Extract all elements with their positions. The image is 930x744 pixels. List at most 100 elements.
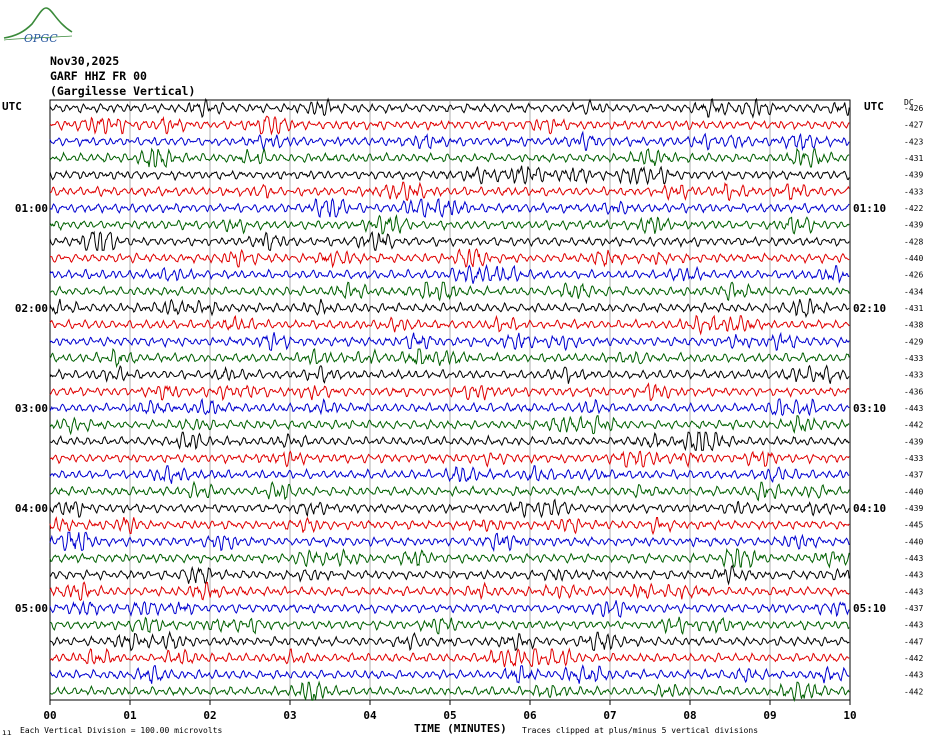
dc-offset-label: -437 — [904, 471, 923, 480]
dc-offset-label: -443 — [904, 554, 923, 563]
dc-offset-label: -447 — [904, 637, 923, 646]
seismic-trace — [49, 263, 850, 284]
seismic-trace — [49, 647, 850, 668]
hour-label-right: 02:10 — [853, 302, 886, 315]
dc-offset-label: -437 — [904, 604, 923, 613]
x-tick-label: 02 — [203, 709, 216, 722]
dc-label: DC — [904, 98, 914, 107]
footer-mark-icon: ıı — [2, 728, 12, 737]
clip-note: Traces clipped at plus/minus 5 vertical … — [522, 726, 759, 735]
hour-label-right: 03:10 — [853, 402, 886, 415]
dc-offset-label: -436 — [904, 387, 923, 396]
seismic-trace — [49, 680, 850, 703]
hour-label-left: 05:00 — [15, 602, 48, 615]
x-tick-label: 09 — [763, 709, 776, 722]
dc-offset-label: -440 — [904, 254, 923, 263]
seismic-trace — [49, 130, 850, 152]
dc-offset-label: -431 — [904, 154, 923, 163]
dc-offset-label: -443 — [904, 671, 923, 680]
dc-offset-label: -440 — [904, 537, 923, 546]
dc-offset-label: -440 — [904, 487, 923, 496]
seismic-trace — [49, 248, 850, 269]
dc-offset-label: -438 — [904, 321, 923, 330]
dc-offset-label: -443 — [904, 621, 923, 630]
x-tick-label: 00 — [43, 709, 56, 722]
dc-offset-label: -422 — [904, 204, 923, 213]
dc-offset-label: -442 — [904, 687, 923, 696]
dc-offset-label: -426 — [904, 271, 923, 280]
seismic-trace — [49, 630, 850, 652]
seismic-trace — [49, 197, 850, 219]
seismic-trace — [49, 547, 850, 569]
x-tick-label: 04 — [363, 709, 377, 722]
dc-offset-label: -443 — [904, 587, 923, 596]
dc-offset-label: -439 — [904, 221, 923, 230]
dc-offset-label: -433 — [904, 371, 923, 380]
seismic-trace — [49, 165, 850, 186]
seismic-trace — [49, 331, 850, 352]
dc-offset-label: -443 — [904, 571, 923, 580]
seismic-trace — [49, 616, 850, 635]
hour-label-right: 05:10 — [853, 602, 886, 615]
hour-label-left: 02:00 — [15, 302, 48, 315]
hour-label-right: 01:10 — [853, 202, 886, 215]
chart-date: Nov30,2025 — [50, 54, 120, 68]
seismic-trace — [49, 382, 850, 402]
seismic-trace — [49, 465, 850, 484]
x-tick-label: 03 — [283, 709, 296, 722]
hour-label-left: 01:00 — [15, 202, 48, 215]
seismic-trace — [49, 516, 850, 536]
seismic-trace — [49, 564, 850, 586]
seismic-trace — [49, 397, 850, 417]
seismic-trace — [49, 147, 850, 169]
dc-offset-label: -428 — [904, 237, 923, 246]
ofgc-logo-icon: OPGC — [3, 7, 73, 44]
x-tick-label: 07 — [603, 709, 616, 722]
seismic-trace — [49, 581, 850, 601]
seismic-trace — [49, 298, 850, 319]
seismic-trace — [49, 115, 850, 136]
dc-offset-label: -443 — [904, 404, 923, 413]
dc-offset-label: -442 — [904, 654, 923, 663]
dc-offset-label: -431 — [904, 304, 923, 313]
seismic-trace — [49, 498, 850, 519]
seismic-trace — [49, 600, 850, 618]
dc-offset-label: -423 — [904, 137, 923, 146]
dc-offset-label: -439 — [904, 504, 923, 513]
seismic-trace — [49, 480, 850, 502]
seismic-trace — [50, 181, 850, 202]
dc-offset-label: -439 — [904, 437, 923, 446]
seismic-trace — [49, 415, 850, 436]
seismic-trace — [49, 281, 850, 302]
utc-right-label: UTC — [864, 100, 884, 113]
station-code: GARF HHZ FR 00 — [50, 69, 147, 83]
x-tick-label: 06 — [523, 709, 537, 722]
x-tick-label: 05 — [443, 709, 456, 722]
dc-offset-label: -442 — [904, 421, 923, 430]
seismic-trace — [49, 664, 850, 684]
dc-offset-label: -433 — [904, 187, 923, 196]
dc-offset-label: -426 — [904, 104, 923, 113]
dc-offset-label: -433 — [904, 354, 923, 363]
dc-offset-label: -445 — [904, 521, 923, 530]
hour-label-left: 04:00 — [15, 502, 48, 515]
hour-label-right: 04:10 — [853, 502, 886, 515]
seismic-trace — [49, 431, 850, 452]
seismic-trace — [49, 97, 850, 119]
dc-offset-label: -434 — [904, 287, 923, 296]
dc-offset-label: -439 — [904, 171, 923, 180]
seismic-trace — [49, 531, 850, 553]
station-location: (Gargilesse Vertical) — [50, 84, 196, 98]
hour-label-left: 03:00 — [15, 402, 48, 415]
x-axis-label: TIME (MINUTES) — [414, 722, 507, 735]
logo-text: OPGC — [24, 32, 58, 44]
seismic-trace — [49, 314, 850, 336]
x-tick-label: 10 — [843, 709, 856, 722]
seismic-trace — [49, 213, 850, 235]
utc-left-label: UTC — [2, 100, 22, 113]
dc-offset-label: -427 — [904, 121, 923, 130]
seismic-trace — [49, 450, 850, 469]
x-tick-label: 08 — [683, 709, 696, 722]
x-tick-label: 01 — [123, 709, 137, 722]
